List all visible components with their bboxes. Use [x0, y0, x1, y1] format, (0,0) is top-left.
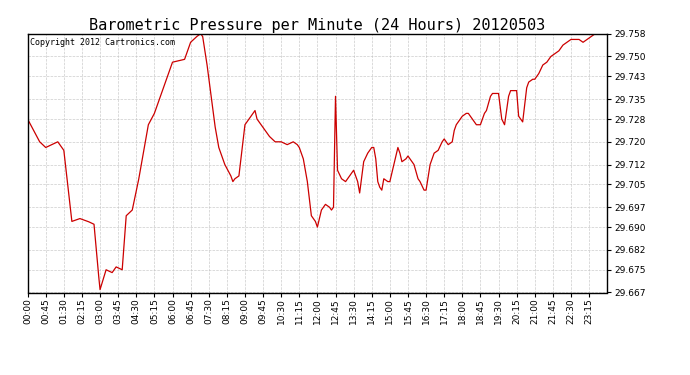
- Text: Copyright 2012 Cartronics.com: Copyright 2012 Cartronics.com: [30, 38, 175, 46]
- Title: Barometric Pressure per Minute (24 Hours) 20120503: Barometric Pressure per Minute (24 Hours…: [89, 18, 546, 33]
